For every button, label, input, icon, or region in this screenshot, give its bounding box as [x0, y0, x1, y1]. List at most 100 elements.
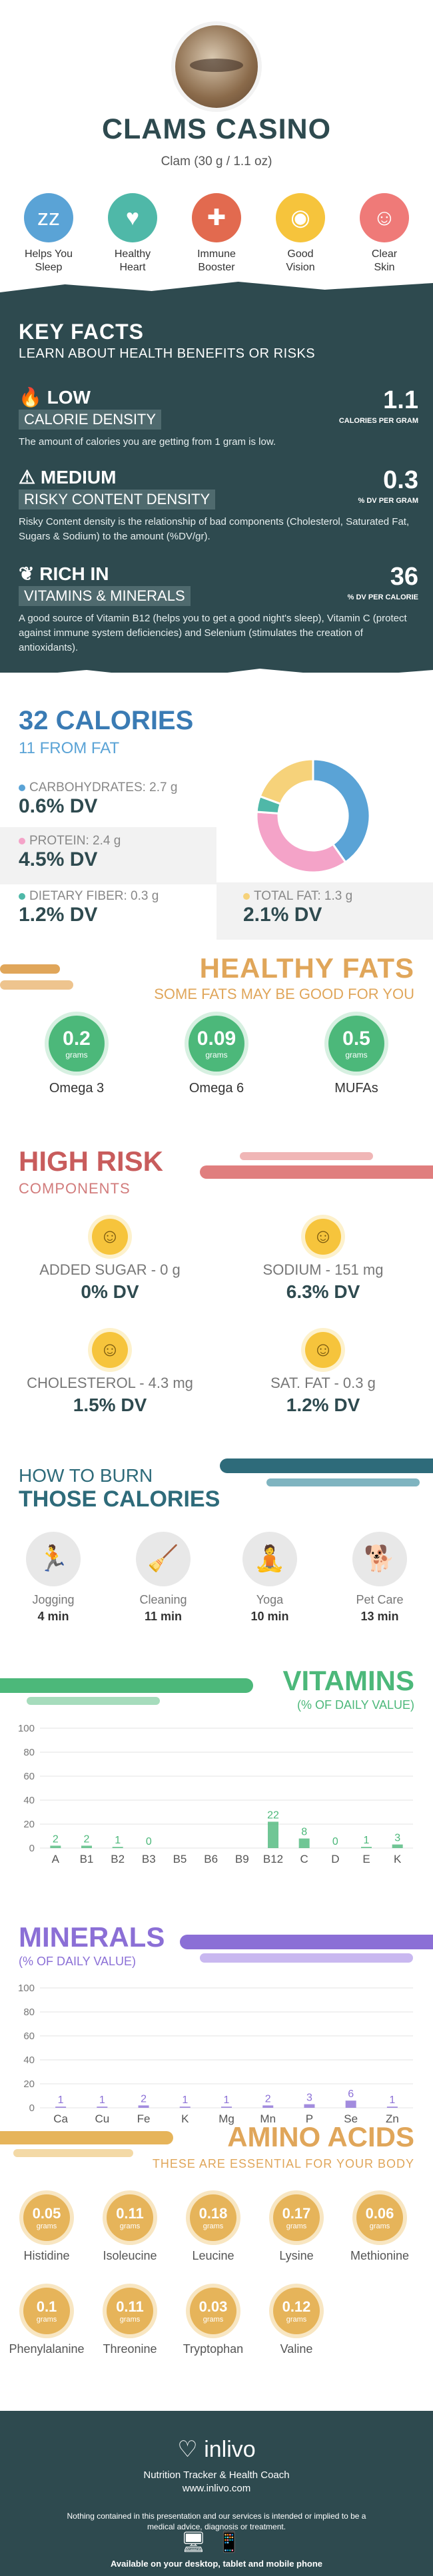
fact-value: 1.1 — [383, 386, 418, 414]
fat-mufas: 0.5 grams MUFAs — [313, 1016, 400, 1096]
bar-E — [361, 1847, 372, 1848]
eye-icon: ◉ — [276, 193, 325, 242]
bar-Ca — [55, 2106, 67, 2108]
serving-size: Clam (30 g / 1.1 oz) — [161, 155, 272, 168]
bar-value-label: 2 — [84, 1833, 90, 1845]
yoga-icon: 🧘 — [242, 1532, 297, 1586]
y-tick-label: 80 — [23, 1747, 35, 1758]
bar-value-label: 8 — [301, 1827, 307, 1838]
benefit-label: Healthy — [114, 248, 151, 260]
benefit-item: ☺ Clear Skin — [348, 193, 421, 274]
benefit-label: Helps You — [24, 248, 73, 260]
fact-level: LOW — [47, 387, 91, 408]
macro-highlight — [217, 882, 433, 940]
macro-carbohydrates: CARBOHYDRATES: 2.7 g 0.6% DV — [19, 781, 218, 818]
y-tick-label: 60 — [23, 1771, 35, 1782]
minerals-subtitle: (% OF DAILY VALUE) — [19, 1955, 137, 1968]
header-section: CLAMS CASINO Clam (30 g / 1.1 oz) zz Hel… — [0, 0, 433, 303]
x-tick-label: K — [394, 1853, 402, 1865]
healthy-fats-title: HEALTHY FATS — [199, 952, 414, 984]
activity-pet-care: 🐕 Pet Care 13 min — [336, 1532, 423, 1624]
bar-B2 — [112, 1847, 123, 1848]
heart-pulse-icon: ♥ — [108, 193, 157, 242]
bar-value-label: 6 — [348, 2089, 354, 2100]
brand-tagline: Nutrition Tracker & Health Coach — [143, 2469, 290, 2481]
x-tick-label: Ca — [53, 2112, 68, 2125]
benefit-label: Booster — [198, 262, 235, 273]
bar-K — [179, 2106, 191, 2108]
benefit-item: ◉ Good Vision — [264, 193, 337, 274]
flame-icon: 🔥 — [19, 387, 42, 408]
footer: ♡ inlivo Nutrition Tracker & Health Coac… — [0, 2411, 433, 2576]
clams-casino-photo — [175, 25, 258, 108]
x-tick-label: B12 — [263, 1853, 283, 1865]
heart-logo-icon: ♡ — [177, 2437, 198, 2462]
benefit-label: Immune — [197, 248, 236, 260]
bar-Zn — [386, 2106, 398, 2108]
pet-care-icon: 🐕 — [352, 1532, 407, 1586]
fact-description: A good source of Vitamin B12 (helps you … — [19, 613, 407, 653]
macro-dv: 0.6% DV — [19, 795, 98, 817]
x-tick-label: B6 — [204, 1853, 218, 1865]
y-tick-label: 0 — [29, 1843, 35, 1854]
y-tick-label: 60 — [23, 2031, 35, 2042]
donut-slice-total-fat — [258, 758, 314, 806]
benefit-item: zz Helps You Sleep — [12, 193, 85, 274]
x-tick-label: C — [300, 1853, 308, 1865]
brand-url[interactable]: www.inlivo.com — [182, 2483, 251, 2494]
amino-histidine: 0.05 grams Histidine — [7, 2194, 87, 2263]
bar-value-label: 2 — [53, 1833, 59, 1845]
deco-stripe — [240, 1152, 373, 1160]
benefit-label: Clear — [371, 248, 398, 260]
risk-sodium: ☺ SODIUM - 151 mg 6.3% DV — [223, 1219, 423, 1303]
fact-level: MEDIUM — [40, 467, 117, 487]
vitamins-section: VITAMINS (% OF DAILY VALUE) 0 20 40 60 80 100… — [0, 1658, 433, 1878]
smiley-icon: ☺ — [92, 1332, 128, 1368]
y-tick-label: 100 — [18, 1723, 35, 1734]
deco-stripe — [0, 1678, 253, 1693]
amino-threonine: 0.11 grams Threonine — [90, 2288, 170, 2356]
y-tick-label: 0 — [29, 2102, 35, 2114]
leaf-icon: ❦ — [19, 563, 35, 584]
x-tick-label: Zn — [386, 2112, 399, 2125]
bar-Se — [345, 2100, 356, 2108]
bar-value-label: 1 — [182, 2094, 188, 2106]
amino-leucine: 0.18 grams Leucine — [173, 2194, 253, 2263]
deco-stripe — [0, 980, 73, 990]
bar-value-label: 1 — [224, 2094, 230, 2106]
fat-omega-6: 0.09 grams Omega 6 — [173, 1016, 260, 1096]
burn-title-strong: THOSE CALORIES — [19, 1486, 220, 1512]
activity-cleaning: 🧹 Cleaning 11 min — [120, 1532, 207, 1624]
amino-lysine: 0.17 grams Lysine — [256, 2194, 336, 2263]
amino-tryptophan: 0.03 grams Tryptophan — [173, 2288, 253, 2356]
y-tick-label: 40 — [23, 1795, 35, 1806]
amino-subtitle: THESE ARE ESSENTIAL FOR YOUR BODY — [152, 2157, 414, 2170]
shield-icon: ✚ — [192, 193, 241, 242]
bar-value-label: 3 — [394, 1833, 400, 1844]
fact-tag: VITAMINS & MINERALS — [19, 586, 191, 606]
x-tick-label: Fe — [137, 2112, 151, 2125]
bar-Mn — [262, 2105, 274, 2108]
calories-from-fat: 11 FROM FAT — [19, 739, 120, 757]
x-tick-label: B1 — [80, 1853, 94, 1865]
cleaning-icon: 🧹 — [136, 1532, 191, 1586]
fact-unit: % DV PER GRAM — [358, 497, 418, 505]
amino-valine: 0.12 grams Valine — [256, 2288, 336, 2356]
bar-B1 — [81, 1845, 92, 1848]
activity-yoga: 🧘 Yoga 10 min — [226, 1532, 313, 1624]
bar-value-label: 1 — [58, 2094, 64, 2106]
bar-Cu — [97, 2106, 108, 2108]
deco-stripe — [266, 1478, 420, 1486]
key-facts-subtitle: LEARN ABOUT HEALTH BENEFITS OR RISKS — [19, 346, 316, 361]
x-tick-label: P — [306, 2112, 313, 2125]
bar-B12 — [268, 1821, 278, 1848]
benefit-item: ♥ Healthy Heart — [96, 193, 169, 274]
x-tick-label: Mg — [218, 2112, 234, 2125]
benefit-label: Heart — [119, 262, 146, 273]
key-facts-title: KEY FACTS — [19, 320, 144, 344]
bar-value-label: 0 — [332, 1836, 338, 1847]
activity-jogging: 🏃 Jogging 4 min — [10, 1532, 97, 1624]
vitamins-bar-chart: 0 20 40 60 80 100 2 A 2 B1 1 B2 0 B3 B5 B6 B9 22 B12 8 C 0 D 1 E… — [18, 1723, 413, 1865]
burn-calories-section: HOW TO BURN THOSE CALORIES 🏃 Jogging 4 m… — [0, 1452, 433, 1652]
minerals-title: MINERALS — [19, 1921, 165, 1953]
